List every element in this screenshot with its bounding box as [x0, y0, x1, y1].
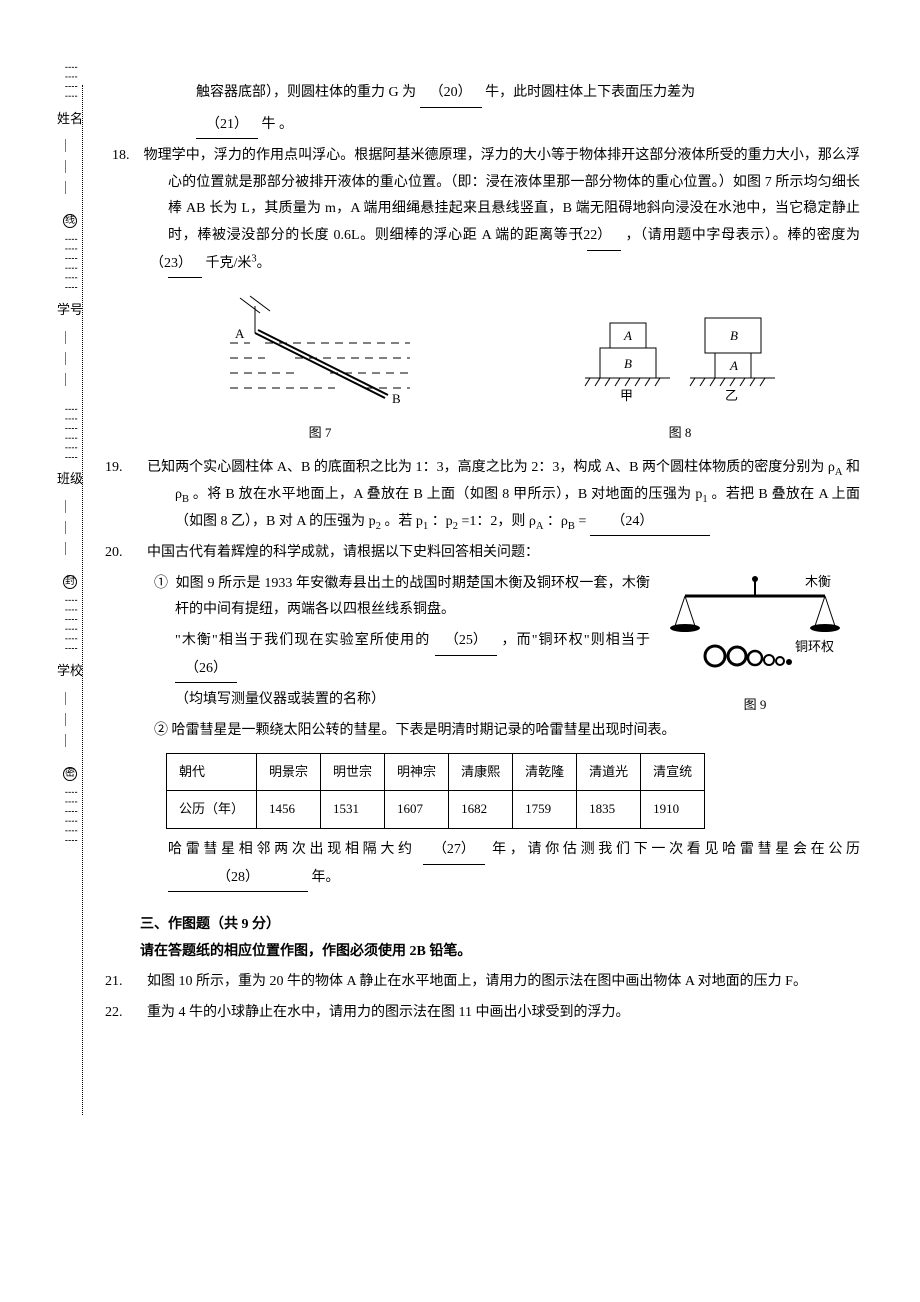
table-cell: 清乾隆: [513, 753, 577, 791]
svg-text:B: B: [730, 328, 738, 343]
svg-text:A: A: [623, 328, 632, 343]
table-cell: 清宣统: [641, 753, 705, 791]
side-marker-feng: 封: [63, 575, 77, 589]
section-3-instruction: 请在答题纸的相应位置作图，作图必须使用 2B 铅笔。: [140, 939, 860, 966]
blank-24: （24）: [590, 509, 710, 537]
table-cell: 1682: [449, 791, 513, 829]
table-cell: 公历（年）: [167, 791, 257, 829]
section-3-title: 三、作图题（共 9 分）: [140, 912, 860, 939]
q20-sub1-d: （均填写测量仪器或装置的名称）: [140, 687, 650, 714]
figure-8: A B 甲 B A 乙 图 8: [570, 298, 790, 445]
side-dots: ┊┊┊┊┊┊: [65, 236, 76, 294]
side-under: ＿＿＿: [58, 500, 83, 563]
svg-text:铜环权: 铜环权: [795, 639, 834, 654]
table-cell: 1835: [577, 791, 641, 829]
svg-text:B: B: [624, 356, 632, 371]
q19: 19. 已知两个实心圆柱体 A、B 的底面积之比为 1：3，高度之比为 2：3，…: [140, 455, 860, 536]
side-dots: ┊┊┊┊┊┊: [65, 789, 76, 847]
page-content: 触容器底部），则圆柱体的重力 G 为 （20） 牛，此时圆柱体上下表面压力差为 …: [0, 0, 920, 1111]
table-cell: 朝代: [167, 753, 257, 791]
q20-lead: 20. 中国古代有着辉煌的科学成就，请根据以下史料回答相关问题：: [140, 540, 860, 567]
side-label-class: 班级: [57, 467, 83, 492]
blank-20: （20）: [420, 80, 482, 108]
table-cell: 明景宗: [257, 753, 321, 791]
fig9-caption: 图 9: [650, 693, 860, 718]
table-cell: 1910: [641, 791, 705, 829]
side-under: ＿＿＿: [58, 692, 83, 755]
table-row: 公历（年） 1456 1531 1607 1682 1759 1835 1910: [167, 791, 705, 829]
q20-sub1-b: "木衡"相当于我们现在实验室所使用的 （25） ，而"铜环权"则相当于 （26）: [140, 628, 650, 683]
blank-26: （26）: [175, 656, 237, 684]
q21: 21. 如图 10 所示，重为 20 牛的物体 A 静止在水平地面上，请用力的图…: [140, 969, 860, 996]
figure-9: 木衡 铜环权 图 9: [650, 571, 860, 718]
blank-27: （27）: [423, 837, 485, 865]
side-under: ＿＿＿: [58, 331, 83, 394]
q20-sub2-lead: ② 哈雷彗星是一颗绕太阳公转的彗星。下表是明清时期记录的哈雷彗星出现时间表。: [140, 718, 860, 745]
side-label-school: 学校: [57, 659, 83, 684]
q17-tail-line1: 触容器底部），则圆柱体的重力 G 为 （20） 牛，此时圆柱体上下表面压力差为: [140, 80, 860, 108]
svg-text:甲: 甲: [620, 388, 633, 403]
svg-text:A: A: [729, 358, 738, 373]
fig9-svg: 木衡 铜环权: [655, 571, 855, 681]
fig7-caption: 图 7: [210, 421, 430, 446]
binding-sidebar: ┊┊┊┊ 姓名 ＿＿＿ 线 ┊┊┊┊┊┊ 学号 ＿＿＿ ┊┊┊┊┊┊ 班级 ＿＿…: [55, 60, 85, 1160]
blank-22: （22）: [587, 223, 621, 251]
fig8-svg: A B 甲 B A 乙: [570, 298, 790, 408]
table-cell: 1456: [257, 791, 321, 829]
blank-28: （28）: [168, 865, 308, 893]
fig7-label-a: A: [235, 326, 245, 341]
blank-25: （25）: [435, 628, 497, 656]
svg-text:木衡: 木衡: [805, 574, 831, 589]
blank-23: （23）: [168, 251, 202, 279]
table-cell: 清道光: [577, 753, 641, 791]
halley-table: 朝代 明景宗 明世宗 明神宗 清康熙 清乾隆 清道光 清宣统 公历（年） 145…: [166, 753, 705, 829]
blank-21: （21）: [196, 112, 258, 140]
side-label-name: 姓名: [57, 107, 83, 132]
q18: 18. 物理学中，浮力的作用点叫浮心。根据阿基米德原理，浮力的大小等于物体排开这…: [140, 143, 860, 278]
side-label-id: 学号: [57, 298, 83, 323]
q20-sub1-num: ①: [154, 576, 168, 591]
figure-7: A B 图 7: [210, 288, 430, 445]
table-row: 朝代 明景宗 明世宗 明神宗 清康熙 清乾隆 清道光 清宣统: [167, 753, 705, 791]
fig7-svg: A B: [210, 288, 430, 408]
table-cell: 1607: [385, 791, 449, 829]
svg-text:乙: 乙: [725, 388, 738, 403]
q20-sub2-num: ②: [154, 723, 168, 738]
side-dots: ┊┊┊┊┊┊: [65, 406, 76, 464]
side-under: ＿＿＿: [58, 139, 83, 202]
table-cell: 1759: [513, 791, 577, 829]
q20-sub2-body: 哈雷彗星相邻两次出现相隔大约 （27） 年，请你估测我们下一次看见哈雷彗星会在公…: [140, 837, 860, 892]
table-cell: 明世宗: [321, 753, 385, 791]
binding-dotted-line: [82, 85, 83, 1115]
table-cell: 清康熙: [449, 753, 513, 791]
q20-sub1: ① 如图 9 所示是 1933 年安徽寿县出土的战国时期楚国木衡及铜环权一套，木…: [140, 571, 650, 624]
q22: 22. 重为 4 牛的小球静止在水中，请用力的图示法在图 11 中画出小球受到的…: [140, 1000, 860, 1027]
side-dots: ┊┊┊┊: [65, 64, 76, 103]
fig7-label-b: B: [392, 391, 401, 406]
side-marker-mi: 密: [63, 767, 77, 781]
figure-row-7-8: A B 图 7 A B 甲: [140, 288, 860, 445]
table-cell: 明神宗: [385, 753, 449, 791]
side-dots: ┊┊┊┊┊┊: [65, 597, 76, 655]
q20-sub1-wrap: ① 如图 9 所示是 1933 年安徽寿县出土的战国时期楚国木衡及铜环权一套，木…: [140, 571, 860, 718]
q17-tail-line2: （21） 牛 。: [140, 112, 860, 140]
side-marker-xian: 线: [63, 214, 77, 228]
fig8-caption: 图 8: [570, 421, 790, 446]
table-cell: 1531: [321, 791, 385, 829]
